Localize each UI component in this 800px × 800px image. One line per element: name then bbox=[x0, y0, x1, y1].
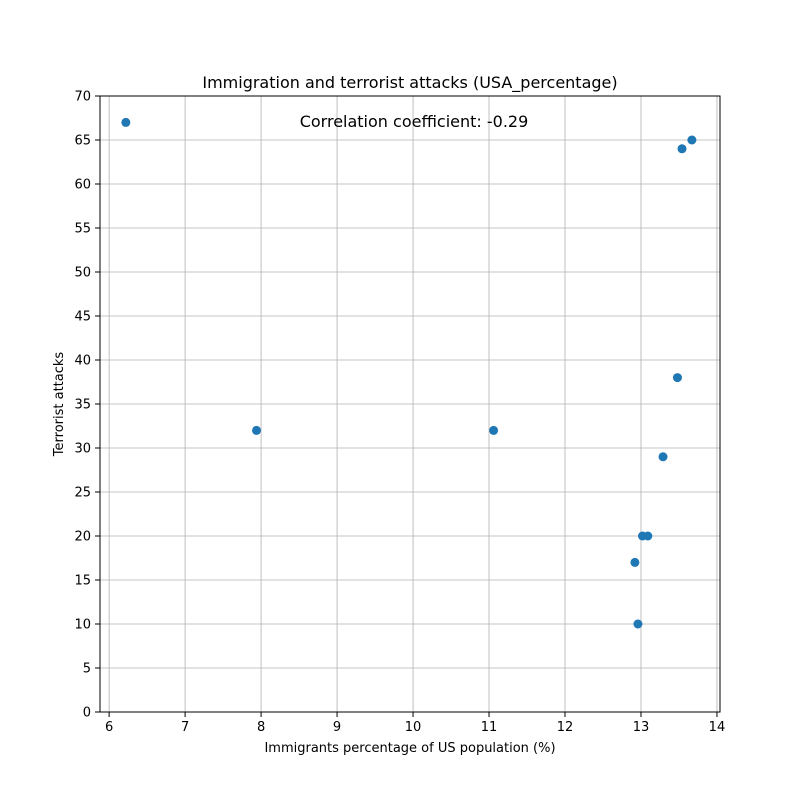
y-tick-label: 70 bbox=[74, 90, 91, 105]
x-tick-label: 10 bbox=[405, 720, 422, 735]
y-tick-label: 30 bbox=[74, 442, 91, 457]
y-tick-label: 60 bbox=[74, 178, 91, 193]
y-tick-label: 55 bbox=[74, 222, 91, 237]
data-point bbox=[643, 531, 653, 541]
x-tick-label: 9 bbox=[333, 720, 341, 735]
x-axis-ticks: 6 7 8 9 10 11 12 13 14 bbox=[105, 712, 725, 735]
y-tick-label: 5 bbox=[83, 662, 91, 677]
x-tick-label: 12 bbox=[557, 720, 574, 735]
y-axis-ticks: 0 5 10 15 20 25 30 35 40 45 50 55 60 65 70 bbox=[74, 90, 100, 721]
data-point bbox=[121, 117, 131, 127]
x-axis-label: Immigrants percentage of US population (… bbox=[264, 741, 555, 756]
data-point bbox=[687, 135, 697, 145]
data-point bbox=[633, 619, 643, 629]
y-tick-label: 10 bbox=[74, 618, 91, 633]
correlation-annotation: Correlation coefficient: -0.29 bbox=[300, 112, 529, 131]
y-tick-label: 50 bbox=[74, 266, 91, 281]
data-point bbox=[658, 452, 668, 462]
x-tick-label: 6 bbox=[105, 720, 113, 735]
y-tick-label: 35 bbox=[74, 398, 91, 413]
data-points bbox=[121, 117, 697, 629]
x-tick-label: 8 bbox=[257, 720, 265, 735]
x-tick-label: 13 bbox=[633, 720, 650, 735]
y-tick-label: 0 bbox=[83, 706, 91, 721]
chart-title: Immigration and terrorist attacks (USA_p… bbox=[202, 73, 617, 93]
data-point bbox=[252, 425, 262, 435]
y-tick-label: 20 bbox=[74, 530, 91, 545]
y-tick-label: 45 bbox=[74, 310, 91, 325]
y-tick-label: 25 bbox=[74, 486, 91, 501]
x-tick-label: 14 bbox=[709, 720, 726, 735]
y-tick-label: 40 bbox=[74, 354, 91, 369]
y-axis-label: Terrorist attacks bbox=[52, 352, 67, 458]
y-tick-label: 65 bbox=[74, 134, 91, 149]
data-point bbox=[672, 373, 682, 383]
x-tick-label: 7 bbox=[181, 720, 189, 735]
data-point bbox=[489, 425, 499, 435]
y-tick-label: 15 bbox=[74, 574, 91, 589]
x-tick-label: 11 bbox=[481, 720, 498, 735]
data-point bbox=[630, 557, 640, 567]
data-point bbox=[677, 144, 687, 154]
